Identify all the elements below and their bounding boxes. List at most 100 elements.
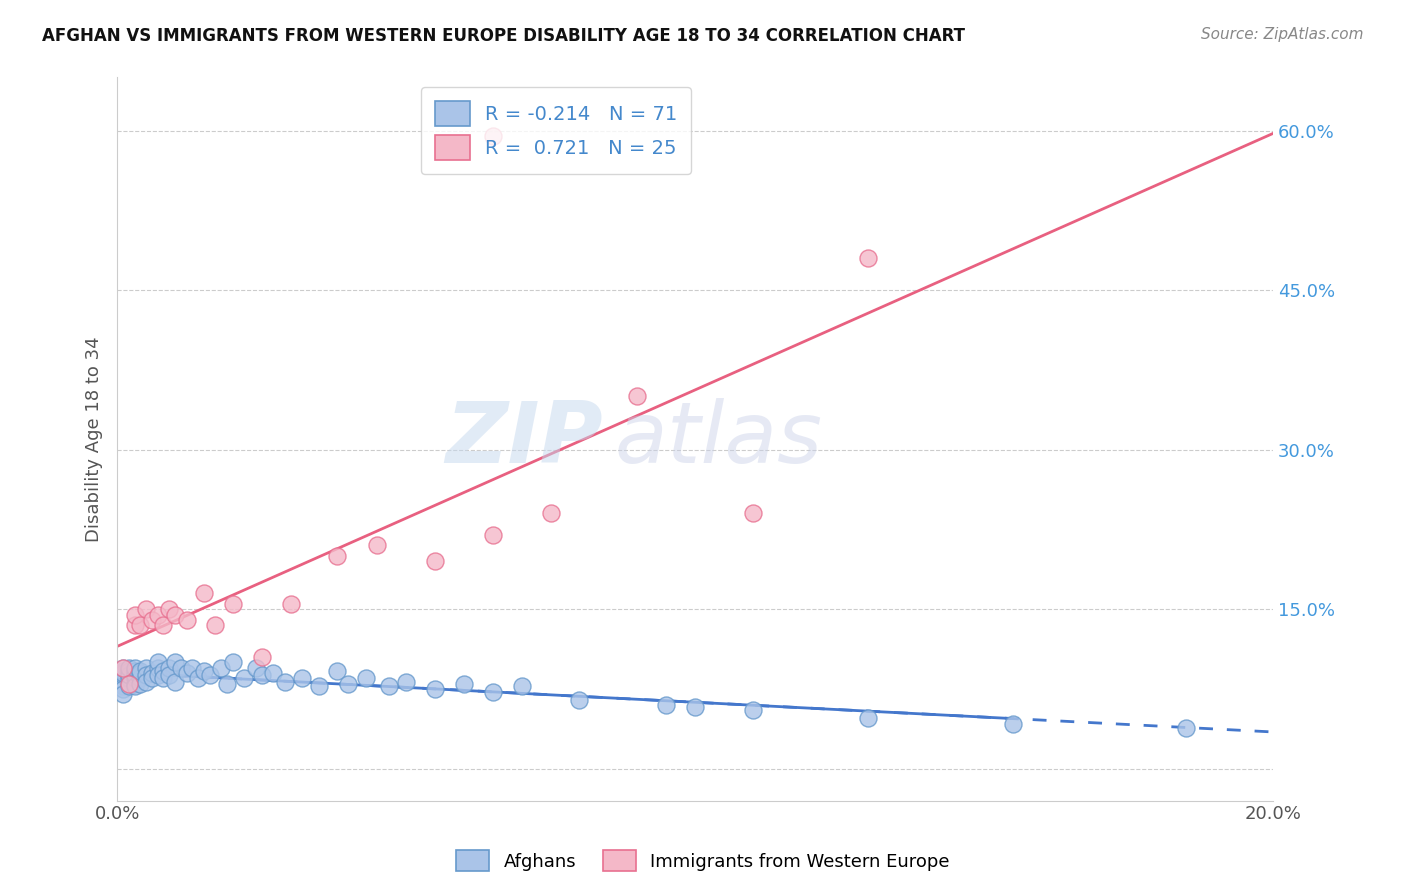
Point xyxy=(118,671,141,685)
Point xyxy=(146,607,169,622)
Point xyxy=(118,679,141,693)
Point xyxy=(280,597,302,611)
Point xyxy=(858,711,880,725)
Point xyxy=(152,671,174,685)
Point xyxy=(1001,717,1024,731)
Legend: Afghans, Immigrants from Western Europe: Afghans, Immigrants from Western Europe xyxy=(450,843,956,879)
Point xyxy=(326,664,349,678)
Point xyxy=(187,671,209,685)
Point xyxy=(111,668,134,682)
Point xyxy=(111,674,134,689)
Point xyxy=(215,676,238,690)
Point xyxy=(481,128,503,143)
Text: AFGHAN VS IMMIGRANTS FROM WESTERN EUROPE DISABILITY AGE 18 TO 34 CORRELATION CHA: AFGHAN VS IMMIGRANTS FROM WESTERN EUROPE… xyxy=(42,27,965,45)
Point xyxy=(135,668,157,682)
Point xyxy=(118,668,141,682)
Point xyxy=(111,665,134,680)
Point xyxy=(366,538,388,552)
Legend: R = -0.214   N = 71, R =  0.721   N = 25: R = -0.214 N = 71, R = 0.721 N = 25 xyxy=(422,87,692,174)
Point xyxy=(481,527,503,541)
Point xyxy=(176,613,198,627)
Point xyxy=(124,671,146,685)
Point xyxy=(741,507,763,521)
Point xyxy=(568,692,591,706)
Point xyxy=(510,679,533,693)
Point xyxy=(176,665,198,680)
Point xyxy=(141,613,163,627)
Point xyxy=(222,656,245,670)
Point xyxy=(163,674,186,689)
Text: ZIP: ZIP xyxy=(444,398,603,481)
Point xyxy=(245,661,267,675)
Point xyxy=(124,668,146,682)
Point xyxy=(262,665,284,680)
Point xyxy=(118,676,141,690)
Point xyxy=(105,671,128,685)
Point xyxy=(233,671,256,685)
Point xyxy=(141,671,163,685)
Point xyxy=(181,661,204,675)
Point xyxy=(152,618,174,632)
Point xyxy=(157,602,180,616)
Point xyxy=(326,549,349,563)
Point xyxy=(209,661,232,675)
Point xyxy=(163,607,186,622)
Point xyxy=(124,661,146,675)
Point xyxy=(1175,721,1198,735)
Point xyxy=(655,698,678,712)
Point xyxy=(135,661,157,675)
Text: Source: ZipAtlas.com: Source: ZipAtlas.com xyxy=(1201,27,1364,42)
Point xyxy=(111,664,134,678)
Point xyxy=(274,674,297,689)
Point xyxy=(124,618,146,632)
Y-axis label: Disability Age 18 to 34: Disability Age 18 to 34 xyxy=(86,336,103,541)
Point xyxy=(193,664,215,678)
Point xyxy=(626,389,648,403)
Point xyxy=(152,664,174,678)
Point xyxy=(250,668,273,682)
Point xyxy=(163,656,186,670)
Point xyxy=(481,685,503,699)
Point xyxy=(157,668,180,682)
Point xyxy=(377,679,399,693)
Point xyxy=(423,681,446,696)
Point xyxy=(111,687,134,701)
Point xyxy=(129,676,152,690)
Point xyxy=(118,664,141,678)
Point xyxy=(124,607,146,622)
Point xyxy=(193,586,215,600)
Point xyxy=(540,507,562,521)
Point xyxy=(124,664,146,678)
Point xyxy=(146,656,169,670)
Point xyxy=(291,671,314,685)
Point xyxy=(118,661,141,675)
Point xyxy=(250,650,273,665)
Point xyxy=(741,703,763,717)
Point xyxy=(423,554,446,568)
Point xyxy=(129,664,152,678)
Point xyxy=(170,661,193,675)
Point xyxy=(129,618,152,632)
Point xyxy=(157,661,180,675)
Point xyxy=(395,674,418,689)
Point xyxy=(858,252,880,266)
Point xyxy=(146,668,169,682)
Point xyxy=(111,679,134,693)
Point xyxy=(111,676,134,690)
Point xyxy=(129,665,152,680)
Point xyxy=(111,681,134,696)
Point xyxy=(129,671,152,685)
Point xyxy=(683,700,706,714)
Point xyxy=(222,597,245,611)
Point xyxy=(337,676,360,690)
Point xyxy=(354,671,377,685)
Point xyxy=(453,676,475,690)
Point xyxy=(135,602,157,616)
Point xyxy=(124,676,146,690)
Point xyxy=(308,679,330,693)
Text: atlas: atlas xyxy=(614,398,823,481)
Point xyxy=(111,661,134,675)
Point xyxy=(141,665,163,680)
Point xyxy=(204,618,226,632)
Point xyxy=(111,661,134,675)
